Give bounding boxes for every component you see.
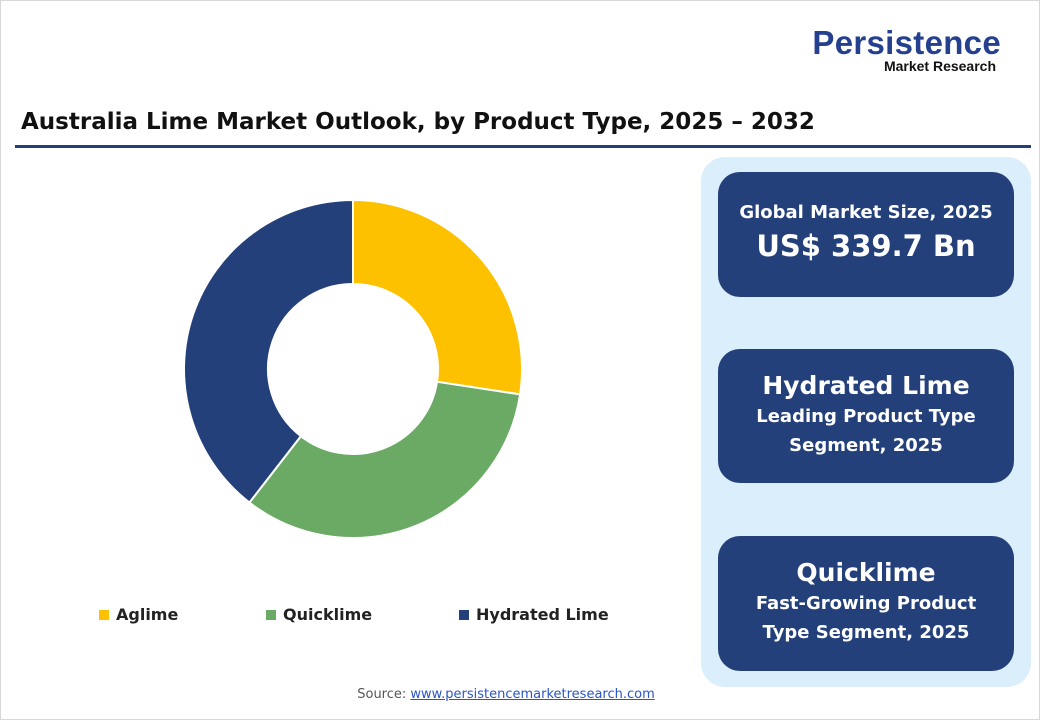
source: Source: www.persistencemarketresearch.co… (1, 687, 1011, 702)
fastest-segment-card: Quicklime Fast-Growing Product Type Segm… (718, 536, 1014, 671)
donut-slice-quicklime (248, 380, 522, 539)
market-size-card: Global Market Size, 2025 US$ 339.7 Bn (718, 172, 1014, 297)
legend-label: Aglime (116, 605, 179, 624)
logo-line2: Market Research (883, 58, 996, 74)
leading-segment-line2: Segment, 2025 (789, 435, 943, 456)
legend-label: Hydrated Lime (476, 605, 609, 624)
source-label: Source: (357, 687, 411, 702)
legend: Aglime Quicklime Hydrated Lime (99, 605, 619, 624)
logo: Persistence Market Research (791, 24, 1001, 74)
leading-segment-title: Hydrated Lime (762, 371, 970, 400)
fastest-segment-line2: Type Segment, 2025 (762, 622, 970, 643)
donut-slice-aglime (352, 198, 523, 396)
donut-chart (183, 198, 523, 539)
source-link[interactable]: www.persistencemarketresearch.com (410, 687, 655, 702)
legend-label: Quicklime (283, 605, 373, 624)
market-size-label: Global Market Size, 2025 (739, 202, 993, 223)
legend-swatch (266, 609, 276, 620)
leading-segment-card: Hydrated Lime Leading Product Type Segme… (718, 349, 1014, 483)
legend-item: Quicklime (266, 605, 459, 624)
fastest-segment-line1: Fast-Growing Product (755, 593, 977, 614)
legend-swatch (459, 609, 469, 620)
logo-line1: Persistence (812, 24, 1001, 61)
leading-segment-line1: Leading Product Type (756, 406, 976, 427)
chart-title: Australia Lime Market Outlook, by Produc… (21, 109, 815, 135)
legend-swatch (99, 609, 109, 620)
title-divider (15, 145, 1031, 148)
legend-item: Aglime (99, 605, 266, 624)
donut-slice-hydrated-lime (183, 198, 354, 504)
legend-item: Hydrated Lime (459, 605, 619, 624)
market-size-value: US$ 339.7 Bn (756, 229, 976, 263)
fastest-segment-title: Quicklime (796, 558, 936, 587)
